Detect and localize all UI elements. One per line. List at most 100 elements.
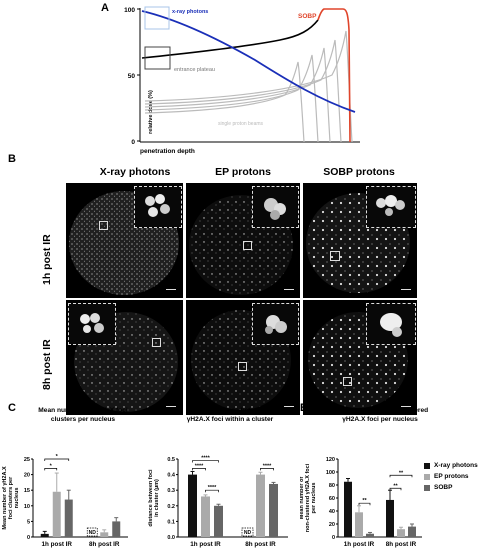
significance-label: ****: [201, 456, 210, 462]
y-tick-label: 40: [329, 509, 335, 515]
x-group-label: 1h post IR: [42, 541, 73, 548]
column-title-ep: EP protons: [215, 166, 271, 178]
legend-label-sobp: SOBP: [434, 484, 453, 491]
chart-d-title-line-2: γH2A.X foci within a cluster: [186, 415, 274, 423]
panel-letter-c: C: [8, 402, 16, 414]
chart-d-foci-distance: 0.0 0.1 0.2 0.3 0.4 0.5 distance between foci i…: [148, 456, 288, 548]
bar: [344, 481, 352, 537]
micrograph-ep-1h: [186, 183, 300, 298]
y-tick-label: 0.2: [167, 504, 175, 510]
y-tick-label: 0.3: [167, 488, 175, 494]
y-tick-label: 0: [332, 535, 335, 541]
depth-dose-diagram: 100 50 0 relative dose (%) penetration d…: [124, 6, 360, 155]
y-axis-label: distance between foci: [148, 469, 154, 527]
bar: [397, 529, 405, 537]
bar: [188, 474, 197, 537]
scale-bar: [401, 289, 411, 290]
y-tick-label: 0.4: [167, 473, 176, 479]
y-tick-label: 25: [24, 457, 30, 463]
panel-a-xlabel: penetration depth: [140, 148, 195, 155]
significance-label: *: [50, 463, 53, 469]
row-title-1h: 1h post IR: [41, 234, 53, 285]
significance-bracket: [389, 474, 413, 478]
chart-d-title: Mean distance between γH2A.X foci within…: [160, 407, 300, 424]
scale-bar: [166, 289, 176, 290]
roi-box-ep-8h: [238, 362, 247, 371]
legend-item: EP protons: [424, 473, 478, 480]
y-tick-label: 60: [329, 496, 335, 502]
scale-bar: [166, 406, 176, 407]
y-axis-label: per nucleus: [311, 483, 317, 514]
bar: [40, 533, 49, 537]
panel-letter-a: A: [101, 2, 109, 14]
panel-a-ylabel: relative dose (%): [148, 90, 154, 134]
significance-bracket: [358, 502, 371, 506]
significance-label: **: [399, 470, 404, 476]
bar: [408, 526, 416, 537]
sobp-curve: [317, 8, 351, 143]
single-proton-beams-label: single proton beams: [218, 121, 264, 127]
chart-c-title-line-2: clusters per nucleus: [50, 415, 116, 423]
chart-d-title-line-1: Mean distance between: [193, 407, 267, 414]
chart-c-foci-clusters: 0 5 10 15 20 25 Mean number of γH2A.X foci clus…: [2, 454, 128, 548]
legend-item: SOBP: [424, 484, 478, 491]
panel-a-ytick-50: 50: [128, 73, 136, 80]
y-tick-label: 10: [24, 504, 30, 510]
y-tick-label: 5: [27, 519, 30, 525]
zoom-inset-ep-1h: [252, 186, 299, 228]
significance-bracket: [192, 468, 206, 471]
bar: [355, 512, 363, 537]
legend-item: X-ray photons: [424, 462, 478, 469]
nd-box: [241, 527, 254, 537]
y-tick-label: 20: [24, 473, 30, 479]
y-tick-label: 120: [326, 457, 335, 463]
micrograph-ep-8h: [186, 300, 300, 415]
panel-a-ytick-0: 0: [131, 139, 135, 146]
nd-box: [86, 527, 98, 537]
roi-box-xray-1h: [99, 221, 108, 230]
x-group-label: 1h post IR: [190, 541, 221, 548]
row-title-8h: 8h post IR: [41, 339, 53, 390]
bar: [386, 499, 394, 537]
nd-label: ND: [89, 530, 97, 536]
column-title-xray: X-ray photons: [99, 166, 171, 178]
xray-photons-box: [144, 6, 170, 30]
significance-label: *: [56, 454, 59, 460]
entrance-plateau-box: [144, 46, 171, 70]
legend-label-xray: X-ray photons: [434, 462, 478, 469]
zoom-inset-ep-8h: [252, 303, 299, 345]
bar: [52, 491, 61, 537]
significance-label: **: [362, 498, 367, 504]
scale-bar: [284, 406, 294, 407]
zoom-inset-xray-1h: [134, 186, 182, 228]
significance-bracket: [389, 487, 402, 491]
roi-box-sobp-8h: [343, 377, 352, 386]
bar: [100, 532, 109, 537]
x-group-label: 8h post IR: [386, 541, 417, 548]
bar: [201, 496, 210, 537]
y-tick-label: 0.5: [167, 457, 175, 463]
bar: [256, 474, 265, 537]
bar: [269, 483, 278, 537]
y-tick-label: 0: [27, 535, 30, 541]
bar: [214, 505, 223, 537]
micrograph-sobp-8h: [303, 300, 417, 415]
scale-bar: [284, 289, 294, 290]
chart-e-title: Mean number of non-clustered γH2A.X foci…: [305, 407, 455, 424]
significance-label: ****: [208, 485, 217, 491]
panel-letter-b: B: [8, 153, 16, 165]
legend: X-ray photons EP protons SOBP: [424, 462, 478, 491]
significance-bracket: [192, 460, 219, 463]
y-tick-label: 100: [326, 470, 335, 476]
nd-label: ND: [244, 530, 252, 536]
x-group-label: 8h post IR: [89, 541, 120, 548]
entrance-plateau-curve: [141, 19, 319, 59]
xray-photon-curve: [141, 10, 356, 113]
roi-box-xray-8h: [152, 338, 161, 347]
zoom-inset-sobp-8h: [366, 303, 416, 345]
roi-box-sobp-1h: [330, 251, 340, 261]
micrograph-sobp-1h: [303, 183, 417, 298]
column-title-sobp: SOBP protons: [323, 166, 395, 178]
y-tick-label: 80: [329, 483, 335, 489]
chart-e-nonclustered-foci: 0 20 40 60 80 100 120 Mean number of non-cluster…: [300, 457, 422, 548]
